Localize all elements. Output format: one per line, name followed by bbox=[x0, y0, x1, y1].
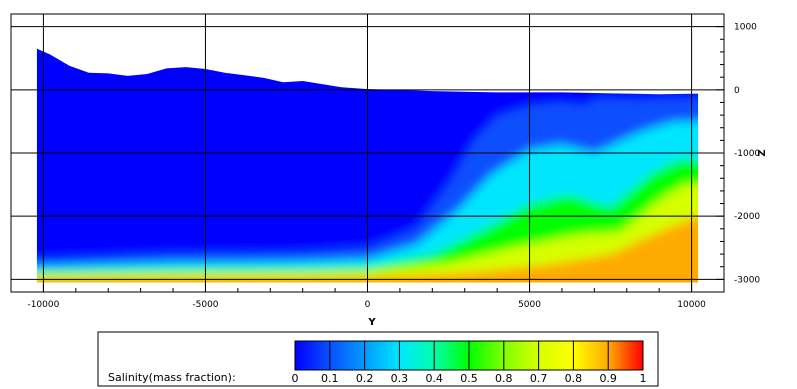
x-tick-label: 5000 bbox=[518, 300, 541, 310]
y-axis-title: Z bbox=[757, 149, 768, 156]
colorbar-tick-label: 0.3 bbox=[391, 372, 409, 385]
colorbar-legend: Salinity(mass fraction): 0 0.1 0.2 0.3 0.4 0.… bbox=[97, 331, 659, 387]
colorbar-label: Salinity(mass fraction): bbox=[108, 371, 236, 384]
colorbar-tick-label: 0.2 bbox=[356, 372, 374, 385]
x-axis: -10000 -5000 0 5000 10000 bbox=[27, 284, 706, 310]
colorbar-ramp-border bbox=[294, 340, 644, 371]
colorbar-ticks: 0 0.1 0.2 0.3 0.4 0.5 0.8 0.7 0.8 0.9 1 bbox=[292, 341, 647, 385]
colorbar-tick-label: 0 bbox=[292, 372, 299, 385]
colorbar-tick-label: 0.8 bbox=[495, 372, 513, 385]
colorbar-tick-label: 0.8 bbox=[565, 372, 583, 385]
y-tick-label: -3000 bbox=[734, 275, 760, 285]
y-tick-label: 0 bbox=[734, 86, 740, 96]
y-axis: 1000 0 -1000 -2000 -3000 bbox=[716, 23, 760, 285]
colorbar-tick-label: 0.4 bbox=[425, 372, 443, 385]
x-axis-title: Y bbox=[367, 317, 376, 328]
grid bbox=[11, 14, 724, 292]
colorbar-tick-label: 0.7 bbox=[530, 372, 548, 385]
x-tick-label: -5000 bbox=[192, 300, 218, 310]
x-tick-label: 0 bbox=[365, 300, 371, 310]
y-tick-label: -2000 bbox=[734, 212, 760, 222]
y-tick-label: -1000 bbox=[734, 149, 760, 159]
colorbar-tick-label: 0.5 bbox=[460, 372, 478, 385]
colorbar-tick-label: 0.9 bbox=[599, 372, 617, 385]
colorbar-tick-label: 1 bbox=[640, 372, 647, 385]
x-tick-label: 10000 bbox=[677, 300, 706, 310]
colorbar-tick-label: 0.1 bbox=[321, 372, 339, 385]
x-tick-label: -10000 bbox=[27, 300, 59, 310]
y-tick-label: 1000 bbox=[734, 23, 757, 33]
